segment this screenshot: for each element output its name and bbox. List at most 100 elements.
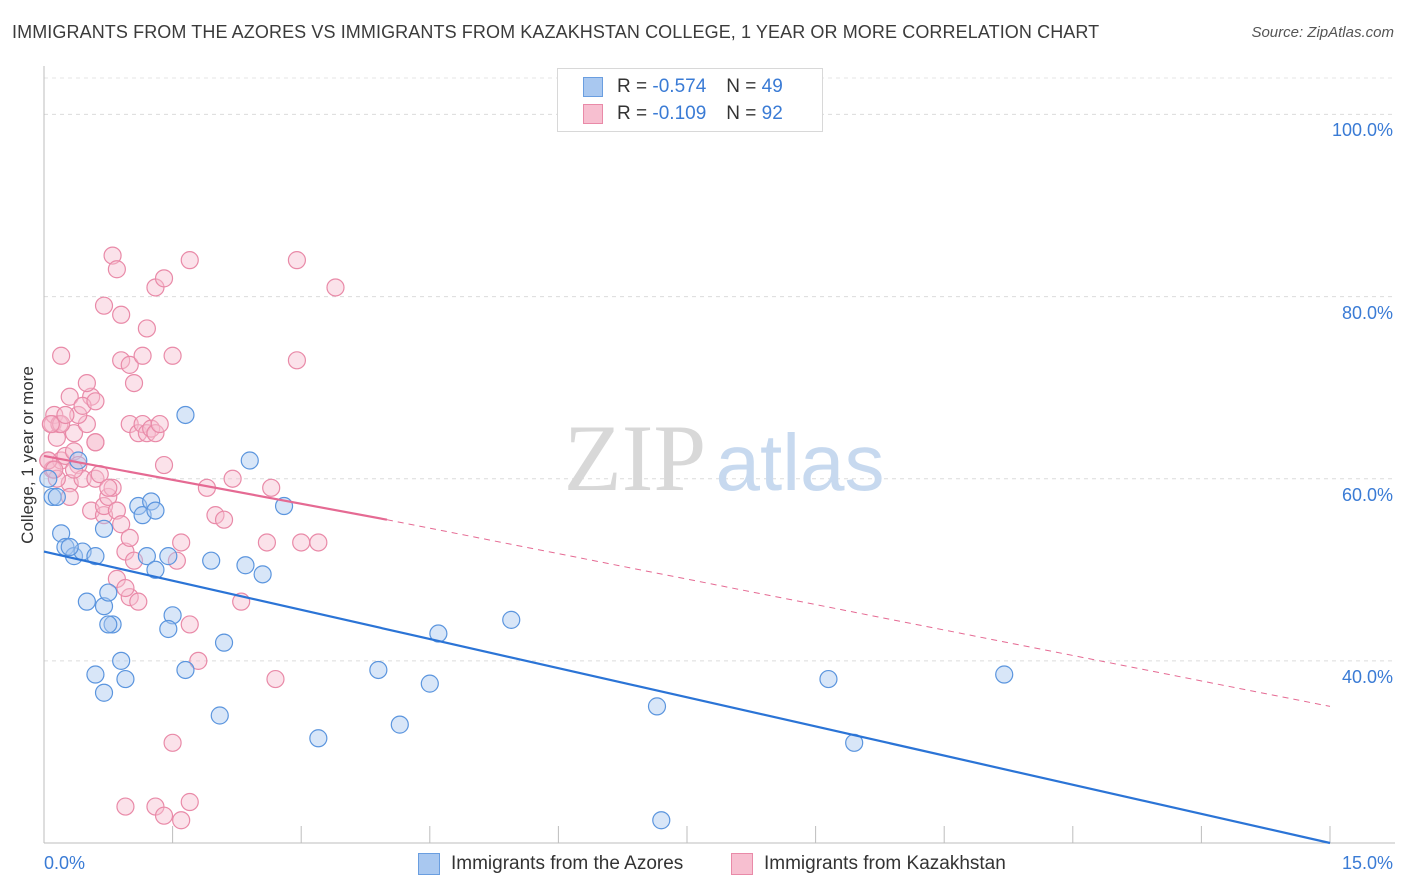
data-point	[176, 660, 195, 680]
data-point	[154, 269, 174, 288]
data-point	[163, 346, 182, 365]
trend-line-kazakhstan	[43, 454, 388, 521]
data-point	[159, 547, 178, 566]
data-point	[150, 414, 169, 434]
data-point	[60, 537, 79, 557]
data-point	[180, 792, 199, 812]
data-point	[129, 592, 148, 611]
data-point	[390, 715, 409, 734]
watermark-zip: ZIP	[564, 405, 707, 511]
data-point	[309, 533, 328, 552]
data-point	[94, 683, 114, 702]
data-point	[266, 669, 285, 689]
data-point	[77, 592, 96, 611]
data-point	[180, 251, 199, 270]
series-label-azores: Immigrants from the Azores	[451, 853, 684, 874]
data-point	[86, 433, 105, 452]
data-point	[41, 414, 60, 434]
data-point	[64, 442, 84, 461]
trend-line-extension-kazakhstan	[386, 519, 1331, 707]
data-point	[47, 487, 66, 507]
data-point	[103, 478, 122, 497]
data-point	[86, 665, 105, 684]
data-point	[206, 506, 225, 525]
data-point	[326, 278, 345, 297]
legend-swatch-azores	[583, 77, 603, 97]
data-point	[167, 551, 186, 570]
data-point	[287, 251, 307, 270]
legend-n-value-azores: 49	[761, 76, 783, 97]
data-point	[292, 533, 311, 552]
data-point	[103, 615, 122, 634]
data-point	[189, 651, 208, 670]
data-point	[77, 373, 96, 393]
legend-row-kazakhstan: R = -0.109 N = 92	[583, 101, 783, 127]
data-point	[112, 351, 131, 370]
y-tick-label: 40.0%	[1341, 666, 1393, 687]
data-point	[163, 733, 182, 752]
legend-r-label: R =	[617, 76, 648, 97]
data-point	[257, 533, 277, 552]
data-point	[86, 547, 105, 566]
data-point	[99, 583, 118, 602]
legend-row-azores: R = -0.574 N = 49	[583, 74, 783, 100]
data-point	[995, 665, 1014, 684]
data-point	[112, 305, 131, 324]
x-tick-label-max: 15.0%	[1341, 853, 1393, 873]
data-point	[52, 414, 71, 434]
data-point	[146, 501, 165, 520]
data-point	[159, 619, 178, 639]
data-point	[176, 405, 195, 425]
data-point	[116, 669, 135, 689]
trend-line-azores	[43, 550, 1331, 845]
data-point	[112, 515, 131, 534]
data-point	[502, 610, 521, 629]
series-points-kazakhstan	[39, 246, 345, 830]
data-point	[116, 797, 135, 816]
data-point	[99, 478, 118, 497]
data-point	[52, 524, 71, 543]
data-point	[43, 487, 62, 507]
data-point	[180, 615, 199, 634]
series-points-azores	[39, 405, 1014, 830]
series-label-kazakhstan: Immigrants from Kazakhstan	[764, 853, 1006, 874]
data-point	[107, 501, 126, 520]
data-point	[420, 674, 439, 693]
data-point	[112, 651, 131, 670]
data-point	[172, 811, 191, 830]
data-point	[202, 551, 221, 570]
data-point	[120, 588, 139, 607]
data-point	[64, 424, 84, 443]
series-swatch-azores	[418, 853, 440, 875]
data-point	[45, 460, 64, 479]
data-point	[39, 469, 58, 488]
data-point	[56, 405, 75, 425]
chart-title: IMMIGRANTS FROM THE AZORES VS IMMIGRANTS…	[12, 22, 1100, 42]
data-point	[69, 405, 88, 425]
data-point	[116, 578, 135, 598]
data-point	[236, 556, 255, 575]
data-point	[163, 606, 182, 625]
series-legend-azores[interactable]: Immigrants from the Azores	[418, 852, 683, 876]
data-point	[309, 729, 328, 748]
legend-r-label: R =	[617, 103, 648, 124]
data-point	[647, 697, 667, 716]
data-point	[214, 510, 234, 529]
y-tick-label: 80.0%	[1341, 302, 1393, 323]
data-point	[154, 455, 174, 475]
data-point	[172, 533, 191, 552]
data-point	[369, 660, 388, 680]
data-point	[142, 492, 161, 511]
series-swatch-kazakhstan	[731, 853, 753, 875]
data-point	[103, 246, 122, 265]
watermark-atlas: atlas	[716, 418, 885, 507]
data-point	[137, 547, 156, 566]
data-point	[120, 355, 139, 374]
data-point	[94, 597, 114, 616]
data-point	[99, 487, 118, 507]
series-legend-kazakhstan[interactable]: Immigrants from Kazakhstan	[731, 852, 1006, 876]
legend-n-value-kazakhstan: 92	[761, 103, 783, 124]
data-point	[94, 519, 114, 538]
data-points	[39, 246, 1014, 830]
